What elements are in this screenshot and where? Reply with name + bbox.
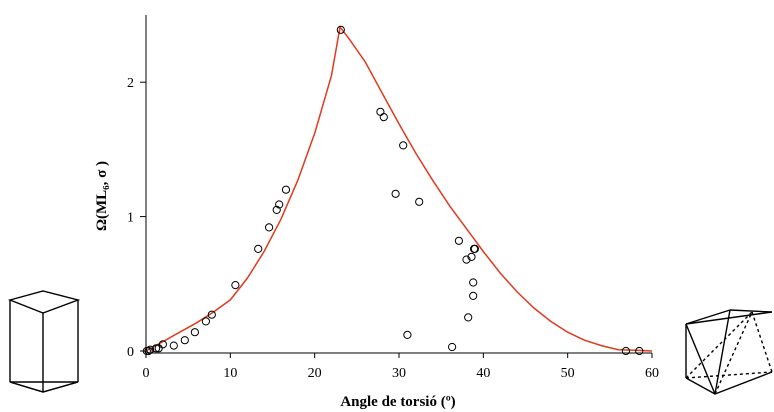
data-point bbox=[462, 255, 471, 264]
trigonal-prism-icon bbox=[7, 290, 81, 393]
y-tick-label: 0 bbox=[127, 345, 134, 360]
data-points bbox=[142, 25, 644, 356]
x-tick-label: 20 bbox=[308, 366, 322, 381]
data-point bbox=[470, 244, 479, 253]
data-point bbox=[379, 113, 388, 122]
x-tick-label: 30 bbox=[392, 366, 406, 381]
x-axis-title: Angle de torsió (º) bbox=[340, 394, 455, 410]
data-point bbox=[469, 278, 478, 287]
data-point bbox=[275, 200, 284, 209]
data-point bbox=[281, 185, 291, 194]
data-point bbox=[403, 330, 412, 339]
octahedron-icon bbox=[685, 309, 773, 395]
data-point bbox=[144, 346, 153, 356]
data-point bbox=[376, 107, 385, 116]
x-tick-label: 10 bbox=[223, 366, 237, 381]
data-point bbox=[254, 244, 263, 253]
data-point bbox=[190, 328, 199, 337]
x-tick-label: 0 bbox=[143, 366, 150, 381]
x-tick-label: 50 bbox=[561, 366, 575, 381]
data-point bbox=[415, 197, 424, 206]
data-point bbox=[169, 341, 178, 350]
y-tick-label: 1 bbox=[127, 211, 134, 226]
data-point bbox=[265, 223, 274, 232]
data-point bbox=[146, 345, 155, 354]
data-point bbox=[467, 252, 476, 261]
data-point bbox=[399, 141, 408, 150]
x-ticks: 0 10 20 30 40 50 60 bbox=[143, 353, 659, 381]
data-point bbox=[336, 25, 345, 34]
data-point bbox=[207, 310, 216, 319]
x-tick-label: 60 bbox=[645, 366, 659, 381]
y-axis-title: Ω(ML₆, σ ) bbox=[94, 161, 110, 231]
data-point bbox=[464, 313, 473, 322]
data-point bbox=[448, 342, 457, 352]
data-point bbox=[272, 205, 281, 214]
data-point bbox=[180, 336, 189, 345]
axes bbox=[145, 15, 652, 354]
x-tick-label: 40 bbox=[476, 366, 490, 381]
data-point bbox=[454, 236, 463, 245]
data-point bbox=[621, 346, 631, 356]
y-tick-label: 2 bbox=[127, 76, 134, 91]
data-point bbox=[201, 317, 210, 326]
data-point bbox=[469, 291, 478, 300]
data-point bbox=[231, 281, 240, 290]
fit-curve bbox=[145, 25, 653, 352]
y-ticks: 0 1 2 bbox=[127, 76, 146, 360]
data-point bbox=[391, 189, 400, 198]
data-point bbox=[635, 346, 644, 356]
data-point bbox=[152, 344, 161, 353]
data-point bbox=[158, 340, 167, 349]
